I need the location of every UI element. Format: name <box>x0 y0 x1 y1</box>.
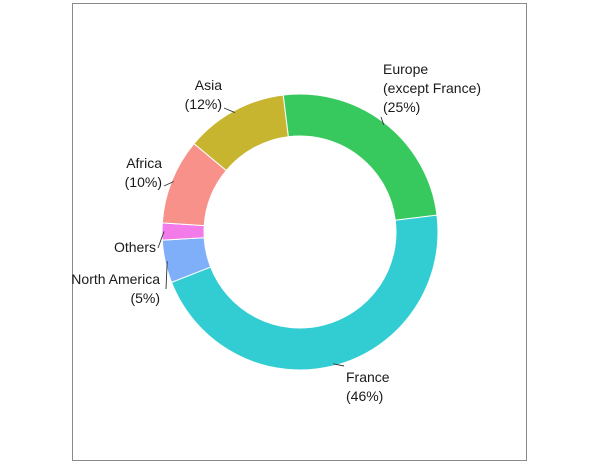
leader-line-north-america <box>165 261 168 290</box>
slice-asia <box>193 94 289 172</box>
leader-line-asia <box>223 107 236 114</box>
leader-line-france <box>333 363 345 367</box>
label-others: Others <box>114 239 156 255</box>
chart-panel <box>72 3 527 461</box>
leader-lines-layer <box>157 107 385 367</box>
leader-line-others <box>157 231 165 249</box>
leader-line-europe <box>380 116 385 125</box>
slices-layer <box>161 93 439 371</box>
labels-layer: Europe (except France) (25%) France (46%) Nor… <box>71 61 481 404</box>
label-france: France (46%) <box>346 369 390 404</box>
label-europe: Europe (except France) (25%) <box>383 61 481 115</box>
label-north-america: North America (5%) <box>71 271 160 306</box>
slice-france <box>170 214 439 371</box>
leader-line-africa <box>163 181 174 187</box>
label-asia: Asia (12%) <box>185 77 223 112</box>
label-africa: Africa (10%) <box>125 155 163 190</box>
